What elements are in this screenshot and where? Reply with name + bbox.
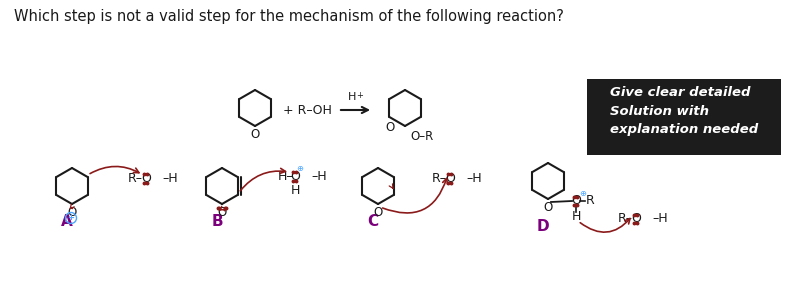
Text: O–R: O–R [410, 130, 433, 143]
Text: –H: –H [652, 212, 668, 226]
FancyBboxPatch shape [587, 79, 781, 155]
Text: O: O [543, 201, 553, 214]
Text: A: A [61, 214, 73, 229]
Text: –H: –H [162, 171, 177, 185]
Text: O: O [67, 206, 77, 219]
Text: H: H [571, 210, 581, 222]
Text: R: R [586, 195, 595, 207]
Text: O: O [250, 128, 260, 141]
Text: –H: –H [466, 171, 482, 185]
Text: C: C [367, 214, 379, 229]
Text: R–: R– [618, 212, 633, 226]
Text: H–: H– [278, 170, 294, 182]
Text: Which step is not a valid step for the mechanism of the following reaction?: Which step is not a valid step for the m… [14, 9, 564, 24]
Text: O: O [373, 206, 383, 219]
Text: R–: R– [128, 171, 143, 185]
Text: +: + [67, 214, 74, 222]
Text: D: D [537, 219, 550, 234]
Text: R–: R– [432, 171, 447, 185]
Text: O: O [217, 206, 227, 219]
Text: O: O [141, 171, 151, 185]
Text: –H: –H [311, 170, 326, 182]
Text: ⊕: ⊕ [296, 163, 303, 173]
Text: + R–OH: + R–OH [283, 103, 332, 117]
Text: O: O [386, 121, 395, 134]
Text: O: O [631, 212, 641, 226]
Text: +: + [356, 91, 364, 100]
Text: Give clear detailed
Solution with
explanation needed: Give clear detailed Solution with explan… [610, 86, 758, 136]
Text: B: B [211, 214, 223, 229]
Text: ⊕: ⊕ [580, 188, 587, 197]
Text: O: O [445, 171, 455, 185]
Text: O: O [571, 195, 581, 207]
Text: H: H [291, 184, 299, 196]
Text: H: H [348, 92, 356, 102]
Text: O: O [290, 170, 300, 182]
